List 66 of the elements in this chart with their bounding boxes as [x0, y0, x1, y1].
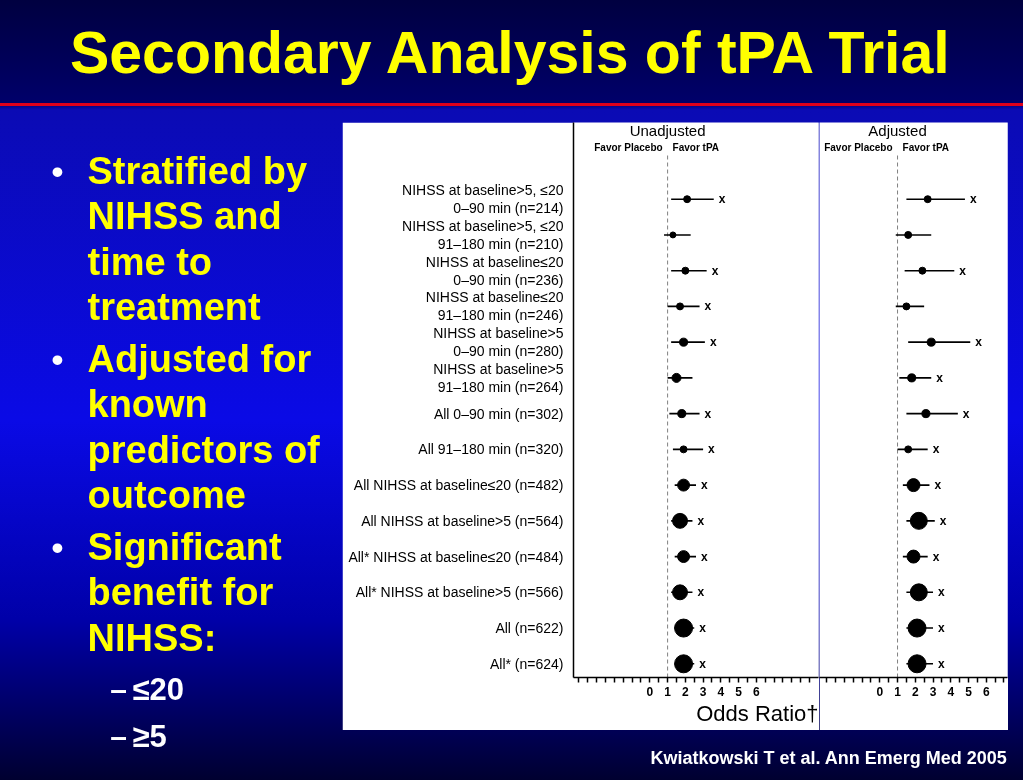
- annotation: x: [969, 192, 977, 207]
- annotation: x: [711, 263, 719, 278]
- annotation: x: [962, 406, 970, 421]
- x-tick-label: 2: [911, 684, 919, 699]
- annotation: x: [697, 513, 705, 528]
- annotation: x: [701, 478, 708, 493]
- x-tick-label: 1: [894, 684, 902, 699]
- annotation: x: [934, 478, 942, 493]
- x-tick-label: 4: [717, 684, 725, 699]
- text: – ≥5: [110, 718, 167, 754]
- x-tick-label: 3: [929, 684, 937, 699]
- x-tick-label: 5: [965, 684, 973, 699]
- annotation: x: [975, 335, 983, 350]
- annotation: x: [939, 513, 947, 528]
- text: • Adjusted for known predictors of outcome: [51, 337, 321, 516]
- y-tick-label: NIHSS at baseline>5, ≤20 0–90 min (n=214): [402, 182, 564, 217]
- text: Secondary Analysis of tPA Trial: [69, 19, 950, 86]
- annotation: x: [704, 299, 712, 314]
- annotation: x: [959, 263, 967, 278]
- annotation: x: [697, 585, 705, 600]
- x-tick-label: 6: [982, 684, 990, 699]
- annotation: x: [938, 585, 946, 600]
- y-tick-label: All NIHSS at baseline>5 (n=564): [361, 512, 564, 529]
- text: Favor Placebo: [594, 142, 663, 153]
- y-tick-label: NIHSS at baseline>5 0–90 min (n=280): [433, 325, 564, 360]
- annotation: x: [718, 192, 726, 207]
- text: Kwiatkowski T et al. Ann Emerg Med 2005: [650, 747, 1007, 768]
- annotation: x: [938, 621, 946, 636]
- x-tick-label: 2: [682, 684, 690, 699]
- annotation: x: [938, 656, 946, 671]
- annotation: x: [708, 442, 716, 457]
- x-tick-label: 5: [735, 684, 743, 699]
- y-tick-label: All* (n=624): [489, 655, 564, 672]
- text: Favor tPA: [672, 142, 720, 153]
- annotation: x: [932, 549, 940, 564]
- x-tick-label: 0: [876, 684, 884, 699]
- text: Favor tPA: [902, 142, 950, 153]
- annotation: x: [936, 370, 944, 385]
- y-tick-label: All (n=622): [495, 620, 564, 637]
- x-axis-title: Odds Ratio†: [696, 700, 819, 726]
- annotation: x: [932, 442, 940, 457]
- chart-title: Unadjusted: [629, 122, 706, 139]
- annotation: x: [704, 406, 712, 421]
- chart-title: Adjusted: [868, 122, 927, 139]
- x-tick-label: 0: [646, 684, 654, 699]
- y-tick-label: All 0–90 min (n=302): [433, 405, 564, 422]
- y-tick-label: NIHSS at baseline>5 91–180 min (n=264): [433, 360, 564, 395]
- y-tick-label: All* NIHSS at baseline>5 (n=566): [355, 584, 564, 601]
- x-tick-label: 3: [699, 684, 707, 699]
- annotation: x: [709, 335, 717, 350]
- y-tick-label: NIHSS at baseline≤20 91–180 min (n=246): [425, 289, 564, 324]
- text: – ≤20: [110, 671, 184, 707]
- x-tick-label: 4: [947, 684, 955, 699]
- annotation: x: [701, 549, 708, 564]
- y-tick-label: All* NIHSS at baseline≤20 (n=484): [348, 548, 564, 565]
- x-tick-label: 6: [753, 684, 761, 699]
- y-tick-label: NIHSS at baseline≤20 0–90 min (n=236): [425, 253, 564, 288]
- annotation: x: [699, 656, 707, 671]
- text: • Significant benefit for NIHSS:: [51, 525, 283, 659]
- text: Favor Placebo: [824, 142, 893, 153]
- y-tick-label: NIHSS at baseline>5, ≤20 91–180 min (n=210): [402, 218, 564, 252]
- annotation: x: [699, 621, 707, 636]
- x-tick-label: 1: [664, 684, 672, 699]
- y-tick-label: All 91–180 min (n=320): [418, 441, 564, 458]
- text: • Stratified by NIHSS and time to treatment: [51, 149, 308, 328]
- y-tick-label: All NIHSS at baseline≤20 (n=482): [353, 477, 564, 494]
